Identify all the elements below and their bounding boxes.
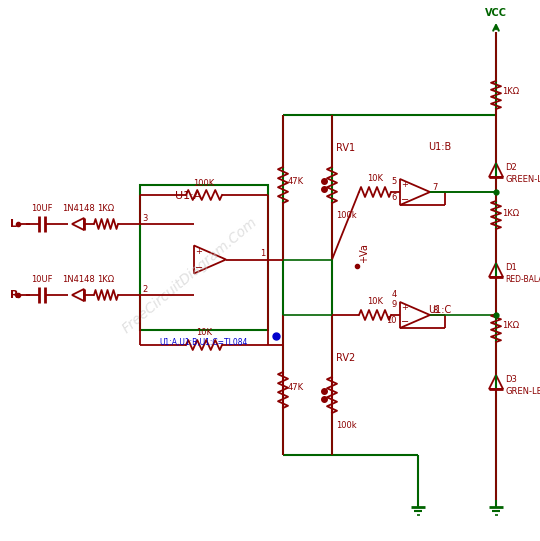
Text: 3: 3 <box>142 214 147 223</box>
Text: +: + <box>402 303 408 312</box>
Text: D3: D3 <box>505 374 517 384</box>
Text: −: − <box>195 262 203 273</box>
Text: 9: 9 <box>392 300 397 309</box>
Text: 47K: 47K <box>288 177 304 187</box>
Text: 8: 8 <box>432 306 437 315</box>
Text: 1KΩ: 1KΩ <box>97 204 114 213</box>
Text: FreeCircuitDiagram.Com: FreeCircuitDiagram.Com <box>120 215 260 337</box>
Text: 1KΩ: 1KΩ <box>97 275 114 284</box>
Bar <box>140 185 268 330</box>
Text: 1KΩ: 1KΩ <box>502 321 519 331</box>
Text: 100k: 100k <box>336 420 356 430</box>
Text: GREEN-LED: GREEN-LED <box>505 175 540 184</box>
Text: D2: D2 <box>505 162 517 171</box>
Text: U1:B: U1:B <box>428 142 451 152</box>
Text: 1KΩ: 1KΩ <box>502 88 519 96</box>
Text: 2: 2 <box>142 285 147 294</box>
Text: D1: D1 <box>505 262 517 272</box>
Text: −: − <box>401 318 409 327</box>
Text: 7: 7 <box>432 183 437 192</box>
Text: 10K: 10K <box>367 174 383 183</box>
Text: RED-BALANCED-LED: RED-BALANCED-LED <box>505 275 540 285</box>
Text: 1KΩ: 1KΩ <box>502 208 519 217</box>
Text: R: R <box>10 290 18 300</box>
Text: VCC: VCC <box>485 8 507 18</box>
Text: 10: 10 <box>387 316 397 325</box>
Text: +Va: +Va <box>359 243 369 263</box>
Text: RV2: RV2 <box>336 353 355 363</box>
Text: +: + <box>402 180 408 189</box>
Text: −: − <box>401 195 409 204</box>
Text: 100k: 100k <box>336 210 356 220</box>
Text: 47K: 47K <box>288 384 304 393</box>
Text: 4: 4 <box>392 290 397 299</box>
Text: U1:A: U1:A <box>176 191 202 201</box>
Text: 1N4148: 1N4148 <box>62 204 94 213</box>
Text: RV1: RV1 <box>336 143 355 153</box>
Text: 100K: 100K <box>193 179 214 188</box>
Text: 1: 1 <box>260 249 265 259</box>
Text: U1:A,U1:B,U1:C=TL084: U1:A,U1:B,U1:C=TL084 <box>160 338 248 347</box>
Text: U1:C: U1:C <box>428 305 451 315</box>
Text: 10K: 10K <box>367 297 383 306</box>
Text: 5: 5 <box>392 177 397 186</box>
Text: 10UF: 10UF <box>31 204 53 213</box>
Text: +: + <box>195 247 202 256</box>
Text: 1N4148: 1N4148 <box>62 275 94 284</box>
Text: L: L <box>10 219 17 229</box>
Text: 10K: 10K <box>196 328 212 337</box>
Text: 10UF: 10UF <box>31 275 53 284</box>
Text: GREN-LED2: GREN-LED2 <box>505 387 540 397</box>
Text: 6: 6 <box>392 193 397 202</box>
